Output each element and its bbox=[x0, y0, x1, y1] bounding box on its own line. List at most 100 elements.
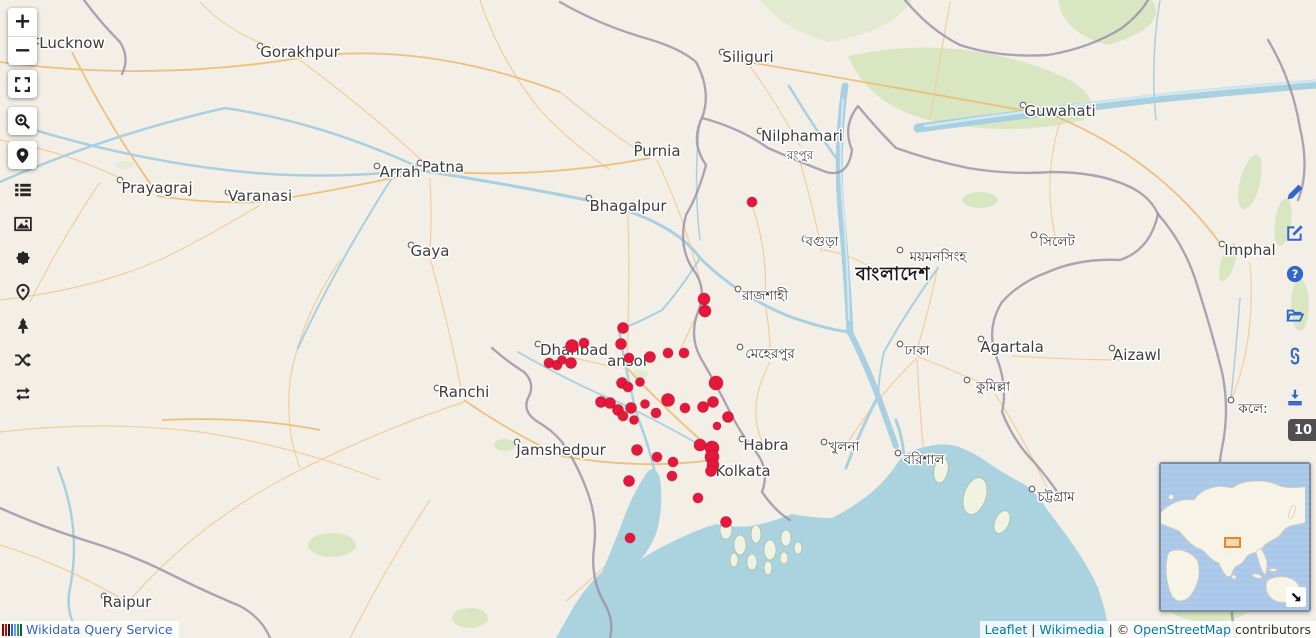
town-dot bbox=[894, 449, 902, 457]
map-label: Guwahati bbox=[1024, 102, 1095, 120]
map-label: ময়মনসিংহ bbox=[909, 248, 968, 265]
result-marker[interactable] bbox=[604, 397, 616, 409]
result-marker[interactable] bbox=[712, 421, 722, 431]
result-marker[interactable] bbox=[692, 492, 704, 504]
result-marker[interactable] bbox=[661, 393, 675, 407]
result-marker[interactable] bbox=[623, 352, 635, 364]
minus-icon: − bbox=[13, 38, 32, 62]
delta-islands bbox=[719, 456, 1011, 576]
overview-minimap[interactable] bbox=[1159, 462, 1311, 612]
result-marker[interactable] bbox=[650, 407, 662, 419]
town-dot bbox=[738, 435, 746, 443]
town-dot bbox=[256, 42, 264, 50]
result-marker[interactable] bbox=[693, 438, 707, 452]
share-link-button[interactable] bbox=[1286, 347, 1304, 365]
layer-image-button[interactable] bbox=[14, 215, 32, 233]
map-label: Arrah bbox=[379, 163, 420, 181]
minimap-viewport[interactable] bbox=[1224, 537, 1241, 548]
result-marker[interactable] bbox=[666, 470, 678, 482]
town-dot bbox=[801, 235, 809, 243]
result-marker[interactable] bbox=[622, 381, 634, 393]
svg-text:?: ? bbox=[1292, 268, 1299, 281]
result-marker[interactable] bbox=[707, 396, 719, 408]
edit-query-button[interactable] bbox=[1286, 224, 1304, 242]
town-dot bbox=[1108, 344, 1116, 352]
result-marker[interactable] bbox=[623, 475, 635, 487]
map-label: Jamshedpur bbox=[515, 441, 606, 459]
result-marker[interactable] bbox=[624, 532, 636, 544]
magnifier-plus-icon bbox=[14, 113, 31, 130]
result-marker[interactable] bbox=[631, 444, 643, 456]
result-marker[interactable] bbox=[651, 451, 663, 463]
result-marker[interactable] bbox=[708, 375, 724, 391]
forest-patches bbox=[116, 0, 1309, 628]
download-button[interactable] bbox=[1286, 388, 1304, 406]
openstreetmap-link[interactable]: OpenStreetMap bbox=[1133, 622, 1231, 637]
layer-gear-button[interactable] bbox=[14, 249, 32, 267]
result-marker[interactable] bbox=[722, 411, 734, 423]
left-toolbar bbox=[14, 181, 32, 403]
result-marker[interactable] bbox=[667, 456, 679, 468]
result-marker[interactable] bbox=[615, 338, 627, 350]
map-label: সিলেট bbox=[1038, 233, 1075, 250]
result-markers-layer bbox=[543, 196, 758, 544]
zoom-out-button[interactable]: − bbox=[8, 36, 37, 65]
result-marker[interactable] bbox=[697, 401, 709, 413]
zoom-in-button[interactable]: + bbox=[8, 8, 37, 36]
result-marker[interactable] bbox=[697, 292, 711, 306]
result-marker[interactable] bbox=[565, 339, 579, 353]
attribution-text: | © bbox=[1104, 622, 1134, 637]
result-marker[interactable] bbox=[578, 337, 590, 349]
layer-list-button[interactable] bbox=[14, 181, 32, 199]
result-marker[interactable] bbox=[635, 377, 645, 387]
fullscreen-button[interactable] bbox=[8, 70, 37, 98]
footer-left-bar: Wikidata Query Service bbox=[0, 621, 179, 638]
layer-marker-button[interactable] bbox=[14, 283, 32, 301]
town-dot bbox=[963, 376, 971, 384]
help-button[interactable]: ? bbox=[1286, 265, 1304, 283]
wdqs-link[interactable]: Wikidata Query Service bbox=[26, 622, 173, 637]
result-marker[interactable] bbox=[629, 415, 639, 425]
edit-pencil-button[interactable] bbox=[1286, 183, 1304, 201]
open-folder-button[interactable] bbox=[1286, 306, 1304, 324]
result-marker[interactable] bbox=[565, 357, 577, 369]
gear-icon bbox=[14, 249, 32, 267]
leaflet-link[interactable]: Leaflet bbox=[984, 622, 1028, 637]
result-marker[interactable] bbox=[698, 304, 712, 318]
town-dot bbox=[734, 285, 742, 293]
minimap-toggle-button[interactable] bbox=[1286, 587, 1306, 607]
result-marker[interactable] bbox=[705, 465, 717, 477]
map-label: খুলনা bbox=[829, 439, 861, 455]
result-marker[interactable] bbox=[644, 351, 656, 363]
map-label: Gaya bbox=[411, 242, 450, 260]
zoom-to-results-button[interactable] bbox=[8, 107, 37, 135]
town-dot bbox=[100, 592, 108, 600]
map-label: কুমিল্লা bbox=[975, 378, 1011, 395]
layer-tree-button[interactable] bbox=[14, 317, 32, 335]
town-dot bbox=[373, 162, 381, 170]
help-circle-icon: ? bbox=[1286, 265, 1304, 283]
marker-icon bbox=[14, 147, 31, 164]
wikimedia-link[interactable]: Wikimedia bbox=[1039, 622, 1105, 637]
result-marker[interactable] bbox=[617, 410, 629, 422]
map-label: Raipur bbox=[103, 593, 152, 611]
layer-shuffle-button[interactable] bbox=[14, 351, 32, 369]
map-label: Kolkata bbox=[715, 462, 770, 480]
result-marker[interactable] bbox=[662, 347, 674, 359]
layer-repeat-button[interactable] bbox=[14, 385, 32, 403]
result-marker[interactable] bbox=[746, 196, 758, 208]
collapse-arrow-icon bbox=[1291, 592, 1301, 602]
result-marker[interactable] bbox=[678, 347, 690, 359]
download-icon bbox=[1286, 388, 1304, 406]
map-label: Imphal bbox=[1224, 241, 1275, 259]
locate-marker-button[interactable] bbox=[8, 141, 37, 169]
town-dot bbox=[756, 127, 764, 135]
result-marker[interactable] bbox=[617, 322, 629, 334]
map-label: Nilphamari bbox=[761, 127, 843, 145]
result-marker[interactable] bbox=[625, 402, 637, 414]
result-marker[interactable] bbox=[679, 402, 691, 414]
result-marker[interactable] bbox=[640, 399, 650, 409]
result-marker[interactable] bbox=[720, 516, 732, 528]
